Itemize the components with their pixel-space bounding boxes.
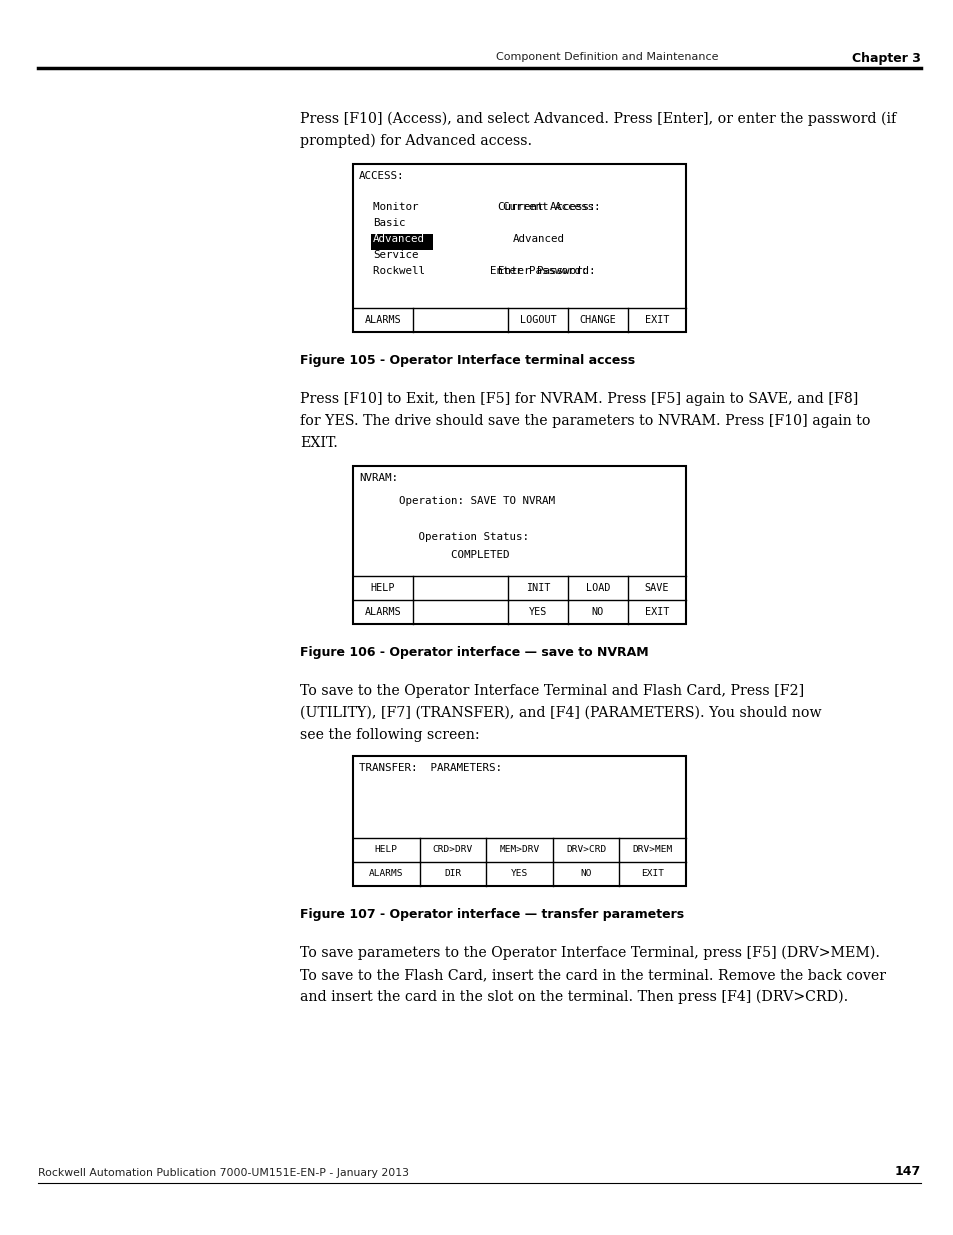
Text: Basic: Basic <box>373 219 405 228</box>
Bar <box>353 164 685 332</box>
Text: Press [F10] (Access), and select Advanced. Press [Enter], or enter the password : Press [F10] (Access), and select Advance… <box>299 112 895 126</box>
Text: Current Access:: Current Access: <box>497 203 595 212</box>
Text: To save to the Operator Interface Terminal and Flash Card, Press [F2]: To save to the Operator Interface Termin… <box>299 684 803 698</box>
Text: To save parameters to the Operator Interface Terminal, press [F5] (DRV>MEM).: To save parameters to the Operator Inter… <box>299 946 879 961</box>
Text: Operation: SAVE TO NVRAM: Operation: SAVE TO NVRAM <box>373 496 555 506</box>
Bar <box>353 466 685 624</box>
Text: Enter Password:: Enter Password: <box>497 266 595 275</box>
Text: NO: NO <box>579 869 591 878</box>
Text: LOGOUT: LOGOUT <box>519 315 556 325</box>
Text: SAVE: SAVE <box>644 583 669 593</box>
Text: Rockwell Automation Publication 7000-UM151E-EN-P - January 2013: Rockwell Automation Publication 7000-UM1… <box>38 1168 409 1178</box>
Text: MEM>DRV: MEM>DRV <box>498 846 539 855</box>
Text: Press [F10] to Exit, then [F5] for NVRAM. Press [F5] again to SAVE, and [F8]: Press [F10] to Exit, then [F5] for NVRAM… <box>299 391 858 406</box>
Text: ALARMS: ALARMS <box>364 606 401 618</box>
Text: INIT: INIT <box>525 583 550 593</box>
Text: EXIT.: EXIT. <box>299 436 337 450</box>
Text: CRD>DRV: CRD>DRV <box>433 846 473 855</box>
Text: Service: Service <box>373 249 418 261</box>
Text: see the following screen:: see the following screen: <box>299 727 479 742</box>
Text: Advanced: Advanced <box>513 233 564 245</box>
Text: EXIT: EXIT <box>640 869 663 878</box>
Text: Chapter 3: Chapter 3 <box>851 52 920 65</box>
Text: prompted) for Advanced access.: prompted) for Advanced access. <box>299 135 532 148</box>
Text: TRANSFER:  PARAMETERS:: TRANSFER: PARAMETERS: <box>358 763 501 773</box>
Text: ACCESS:: ACCESS: <box>358 170 404 182</box>
Text: Figure 106 - Operator interface — save to NVRAM: Figure 106 - Operator interface — save t… <box>299 646 648 659</box>
Bar <box>353 756 685 885</box>
Text: YES: YES <box>511 869 528 878</box>
Text: Advanced: Advanced <box>373 233 424 245</box>
Text: EXIT: EXIT <box>644 606 669 618</box>
Text: and insert the card in the slot on the terminal. Then press [F4] (DRV>CRD).: and insert the card in the slot on the t… <box>299 990 847 1004</box>
Text: Figure 105 - Operator Interface terminal access: Figure 105 - Operator Interface terminal… <box>299 354 635 367</box>
Text: 147: 147 <box>893 1165 920 1178</box>
Text: ALARMS: ALARMS <box>364 315 401 325</box>
Text: Monitor             Current Access:: Monitor Current Access: <box>373 203 599 212</box>
Text: for YES. The drive should save the parameters to NVRAM. Press [F10] again to: for YES. The drive should save the param… <box>299 414 869 429</box>
Text: DRV>CRD: DRV>CRD <box>565 846 605 855</box>
Text: ALARMS: ALARMS <box>369 869 403 878</box>
Text: NO: NO <box>591 606 603 618</box>
Text: NVRAM:: NVRAM: <box>358 473 397 483</box>
Text: HELP: HELP <box>371 583 395 593</box>
Text: DRV>MEM: DRV>MEM <box>632 846 672 855</box>
Text: LOAD: LOAD <box>585 583 610 593</box>
Text: Component Definition and Maintenance: Component Definition and Maintenance <box>496 52 718 62</box>
Text: (UTILITY), [F7] (TRANSFER), and [F4] (PARAMETERS). You should now: (UTILITY), [F7] (TRANSFER), and [F4] (PA… <box>299 706 821 720</box>
Text: Operation Status:: Operation Status: <box>373 532 529 542</box>
Text: To save to the Flash Card, insert the card in the terminal. Remove the back cove: To save to the Flash Card, insert the ca… <box>299 968 885 982</box>
Text: HELP: HELP <box>375 846 397 855</box>
Text: EXIT: EXIT <box>644 315 669 325</box>
Text: DIR: DIR <box>444 869 461 878</box>
Text: YES: YES <box>528 606 547 618</box>
Text: CHANGE: CHANGE <box>579 315 616 325</box>
Text: Rockwell          Enter Password:: Rockwell Enter Password: <box>373 266 587 275</box>
Text: Figure 107 - Operator interface — transfer parameters: Figure 107 - Operator interface — transf… <box>299 908 683 921</box>
Text: COMPLETED: COMPLETED <box>373 550 509 559</box>
Bar <box>371 233 433 249</box>
